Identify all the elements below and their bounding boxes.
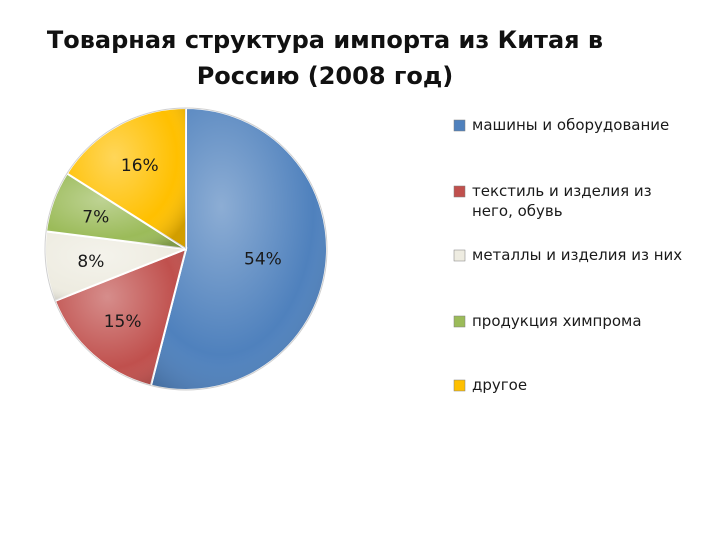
legend-swatch [453,185,466,198]
slice-value-label: 8% [77,252,104,272]
pie-slice-labels: 54% 15% 8% 7% 16% [77,156,281,332]
legend-label: машины и оборудование [472,116,669,134]
slice-value-label: 54% [244,250,282,270]
legend-swatch [453,315,466,328]
legend-swatch [453,249,466,262]
slice-value-label: 15% [104,312,142,332]
pie-outline [44,107,328,391]
pie-slice-shading [45,231,187,301]
legend-label: текстиль и изделия из него, обувь [472,182,652,220]
legend-label: металлы и изделия из них [472,246,682,264]
pie-slices [44,106,328,391]
pie-slice-shading [150,108,328,391]
chart-title: Товарная структура импорта из Китая в Ро… [40,22,610,94]
legend-label: другое [472,376,527,394]
pie-slice-shading [54,249,186,386]
pie-slice-shading [66,108,186,249]
slice-value-label: 7% [82,208,109,228]
legend: машины и оборудование текстиль и изделия … [453,116,682,394]
pie-slice-shading [46,173,186,249]
legend-swatch [453,119,466,132]
legend-label: продукция химпрома [472,312,642,330]
legend-swatch [453,379,466,392]
chart-title-line-2: Россию (2008 год) [196,62,454,90]
chart-title-line-1: Товарная структура импорта из Китая в [46,26,604,54]
slice-value-label: 16% [121,156,159,176]
